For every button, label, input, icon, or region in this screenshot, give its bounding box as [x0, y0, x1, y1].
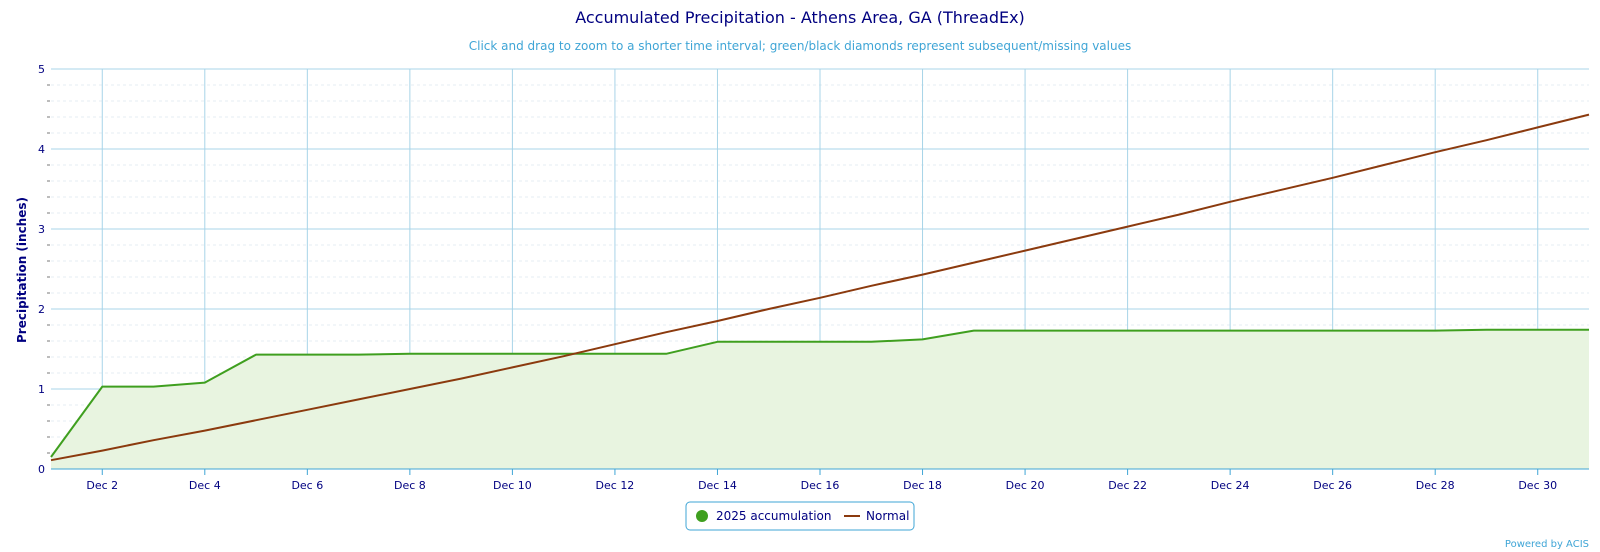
data-point-normal [254, 418, 258, 422]
data-point-accumulation [1126, 329, 1130, 333]
data-point-normal [767, 307, 771, 311]
data-point-normal [1433, 150, 1437, 154]
data-point-accumulation [1074, 329, 1078, 333]
data-point-normal [100, 449, 104, 453]
y-tick-label: 4 [38, 143, 45, 156]
x-tick-label: Dec 6 [291, 479, 323, 492]
data-point-normal [613, 342, 617, 346]
data-point-accumulation [716, 340, 720, 344]
data-point-accumulation [1279, 329, 1283, 333]
data-point-accumulation [767, 340, 771, 344]
x-tick-label: Dec 26 [1313, 479, 1352, 492]
data-point-normal [357, 397, 361, 401]
data-point-accumulation [1331, 329, 1335, 333]
data-point-accumulation [1177, 329, 1181, 333]
area-layer [51, 329, 1589, 469]
chart-subtitle: Click and drag to zoom to a shorter time… [469, 39, 1131, 53]
data-point-normal [716, 319, 720, 323]
legend[interactable]: 2025 accumulation Normal [685, 501, 915, 531]
axes: 0 1 2 3 4 5 Dec 2 Dec 4 Dec 6 Dec 8 Dec 10 Dec 12 De… [38, 63, 1589, 492]
data-point-accumulation [510, 352, 514, 356]
data-point-accumulation [1382, 329, 1386, 333]
x-tick-label: Dec 8 [394, 479, 426, 492]
data-point-accumulation [869, 340, 873, 344]
x-tick-label: Dec 20 [1006, 479, 1045, 492]
y-tick-label: 5 [38, 63, 45, 76]
series-line-normal [50, 113, 1590, 462]
data-point-normal [408, 387, 412, 391]
data-point-normal [1331, 176, 1335, 180]
legend-label-accumulation: 2025 accumulation [716, 509, 831, 523]
data-point-normal [972, 261, 976, 265]
data-point-normal [1536, 125, 1540, 129]
data-point-normal [459, 377, 463, 381]
data-point-normal [510, 365, 514, 369]
data-point-accumulation [1536, 328, 1540, 332]
data-point-accumulation [921, 337, 925, 341]
y-tick-label: 3 [38, 223, 45, 236]
y-axis-label: Precipitation (inches) [15, 197, 29, 343]
x-tick-label: Dec 22 [1108, 479, 1147, 492]
data-point-normal [562, 354, 566, 358]
data-point-accumulation [818, 340, 822, 344]
data-point-accumulation [972, 329, 976, 333]
x-tick-label: Dec 14 [698, 479, 737, 492]
data-point-normal [152, 438, 156, 442]
data-point-accumulation [1023, 329, 1027, 333]
series-line-accumulation [50, 328, 1589, 458]
credits-link[interactable]: Powered by ACIS [1505, 539, 1589, 550]
legend-label-normal: Normal [866, 509, 909, 523]
data-point-normal [1228, 200, 1232, 204]
x-tick-label: Dec 12 [596, 479, 635, 492]
chart-title: Accumulated Precipitation - Athens Area,… [575, 8, 1025, 27]
data-point-normal [1587, 113, 1591, 117]
y-tick-label: 0 [38, 463, 45, 476]
data-point-normal [818, 296, 822, 300]
x-tick-label: Dec 4 [189, 479, 221, 492]
data-point-normal [1177, 213, 1181, 217]
legend-item-accumulation[interactable]: 2025 accumulation [696, 509, 831, 523]
y-tick-label: 1 [38, 383, 45, 396]
x-tick-label: Dec 2 [86, 479, 118, 492]
x-tick-label: Dec 24 [1211, 479, 1250, 492]
data-point-accumulation [1485, 328, 1489, 332]
series-area-accumulation [51, 329, 1589, 469]
line-layer [49, 113, 1591, 462]
data-point-normal [869, 284, 873, 288]
data-point-accumulation [100, 385, 104, 389]
x-tick-label: Dec 28 [1416, 479, 1455, 492]
data-point-normal [1023, 249, 1027, 253]
legend-marker-accumulation [696, 510, 708, 522]
data-point-accumulation [254, 353, 258, 357]
data-point-normal [1074, 237, 1078, 241]
data-point-accumulation [664, 352, 668, 356]
data-point-accumulation [1587, 328, 1591, 332]
y-tick-label: 2 [38, 303, 45, 316]
data-point-normal [1126, 225, 1130, 229]
data-point-accumulation [357, 353, 361, 357]
data-point-normal [49, 458, 53, 462]
data-point-accumulation [152, 385, 156, 389]
data-point-accumulation [203, 381, 207, 385]
data-point-accumulation [305, 353, 309, 357]
data-point-accumulation [613, 352, 617, 356]
x-tick-label: Dec 10 [493, 479, 532, 492]
data-point-normal [664, 330, 668, 334]
data-point-accumulation [1433, 329, 1437, 333]
data-point-accumulation [459, 352, 463, 356]
x-tick-label: Dec 18 [903, 479, 942, 492]
legend-box [685, 501, 915, 531]
data-point-normal [203, 429, 207, 433]
data-point-normal [305, 408, 309, 412]
data-point-normal [1279, 188, 1283, 192]
data-point-accumulation [1228, 329, 1232, 333]
data-point-normal [1382, 163, 1386, 167]
data-point-normal [1485, 138, 1489, 142]
data-point-normal [921, 273, 925, 277]
x-tick-label: Dec 16 [801, 479, 840, 492]
data-point-accumulation [408, 352, 412, 356]
legend-item-normal[interactable]: Normal [844, 509, 909, 523]
x-tick-label: Dec 30 [1518, 479, 1557, 492]
